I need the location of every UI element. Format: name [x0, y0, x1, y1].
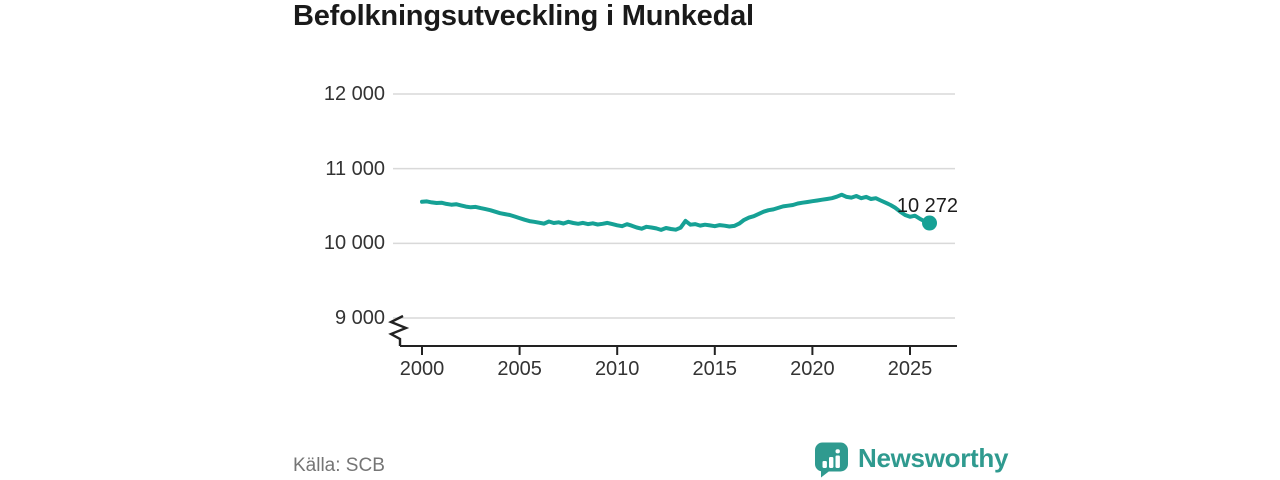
last-value-label: 10 272 [896, 195, 958, 217]
source-label: Källa: SCB [293, 455, 385, 476]
x-tick-label: 2000 [399, 358, 445, 380]
y-tick-label: 9 000 [334, 307, 385, 329]
chart-title: Befolkningsutveckling i Munkedal [293, 0, 754, 32]
population-series-line [420, 192, 932, 232]
newsworthy-wordmark: Newsworthy [858, 443, 1009, 473]
x-tick-label: 2005 [497, 358, 542, 380]
bar-chart-speech-bubble-icon [815, 442, 848, 478]
x-tick-label: 2020 [790, 358, 835, 380]
x-tick-label: 2010 [594, 358, 640, 380]
axis-break-zigzag [388, 314, 410, 346]
x-tick-label: 2015 [692, 358, 738, 380]
newsworthy-logo: Newsworthy [813, 441, 1008, 479]
x-tick-label: 2025 [887, 358, 933, 380]
y-tick-label: 12 000 [323, 83, 385, 105]
end-point-marker [922, 215, 938, 231]
y-tick-label: 11 000 [325, 157, 385, 180]
y-tick-label: 10 000 [323, 232, 385, 255]
